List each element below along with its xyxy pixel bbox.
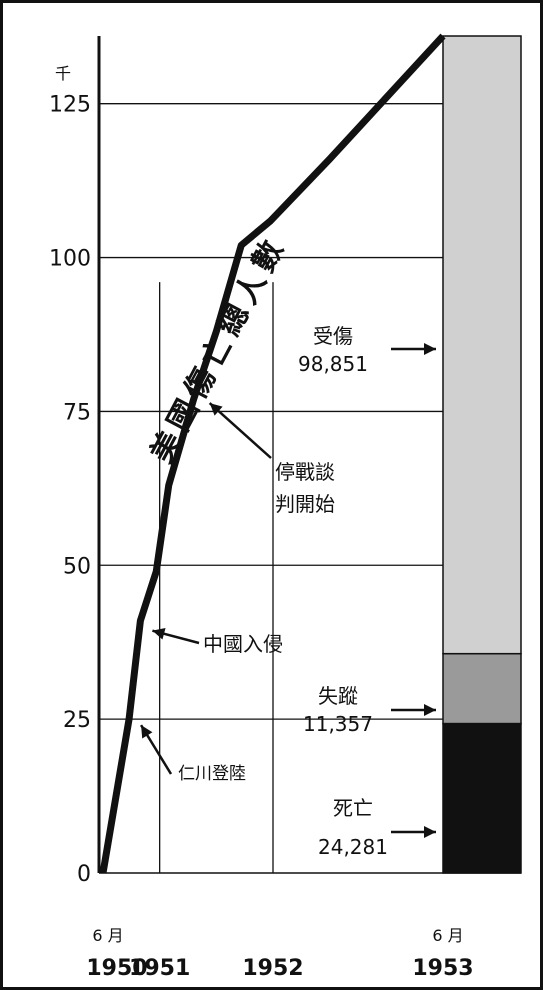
y-tick-label: 50: [63, 554, 91, 579]
x-tick-year: 1951: [129, 956, 190, 981]
casualty-stacked-bar: [442, 35, 522, 874]
series-lines: [99, 33, 446, 874]
arrow-head: [424, 826, 436, 838]
x-tick-year: 1953: [412, 956, 473, 981]
arrow-head: [141, 725, 153, 739]
x-tick-year: 1950: [86, 956, 147, 981]
y-tick-label: 100: [49, 247, 91, 272]
bar-segment: [442, 722, 522, 874]
x-tick-month: 6 月: [92, 926, 123, 945]
segment-value: 98,851: [298, 352, 368, 376]
y-tick-label: 125: [49, 93, 91, 118]
segment-label: 受傷: [313, 324, 353, 348]
segment-value: 24,281: [318, 835, 388, 859]
y-tick-label: 25: [63, 708, 91, 733]
segment-labels: 死亡 24,281 失蹤 11,357 受傷 98,851: [298, 324, 436, 859]
annotation-label: 仁川登陸: [178, 764, 246, 784]
segment-value: 11,357: [303, 712, 373, 736]
segment-label: 死亡: [333, 796, 373, 820]
bar-segment: [442, 652, 522, 725]
chart-title: 美國傷亡總人數: [144, 230, 293, 469]
y-unit-label: 千: [55, 64, 71, 83]
arrow-head: [424, 343, 436, 355]
annotation-label: 判開始: [275, 492, 335, 516]
x-tick-year: 1952: [242, 956, 303, 981]
arrow-head: [152, 627, 166, 640]
arrow-head: [209, 403, 223, 416]
series-line: [99, 33, 446, 874]
bar-segment: [442, 35, 522, 655]
annotation-label: 中國入侵: [203, 632, 283, 656]
x-tick-month: 6 月: [432, 926, 463, 945]
y-axis-ticks: 0 25 50 75 100 125: [49, 93, 91, 887]
y-tick-label: 0: [77, 862, 91, 887]
y-tick-label: 75: [63, 400, 91, 425]
arrow-shaft: [208, 402, 272, 459]
segment-label: 失蹤: [318, 684, 358, 708]
annotation-label: 停戰談: [275, 460, 335, 484]
arrow-head: [424, 704, 436, 716]
